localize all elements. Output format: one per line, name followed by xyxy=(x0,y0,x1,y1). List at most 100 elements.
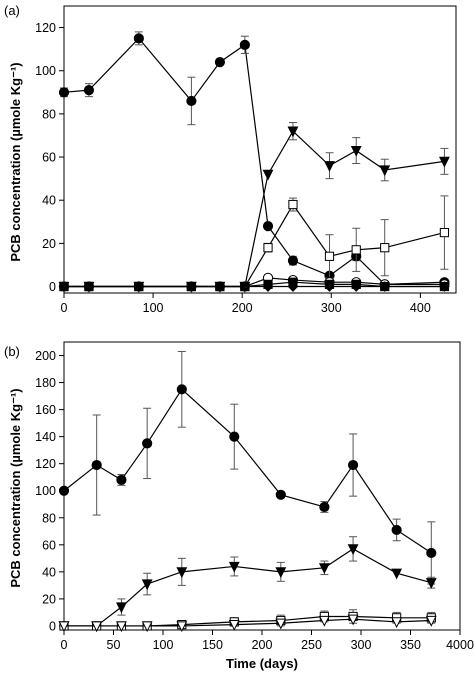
panel-b-series-2-point xyxy=(176,567,188,579)
panel-a-label: (a) xyxy=(4,3,20,18)
panel-a-y-tick-label: 0 xyxy=(49,280,56,294)
panel-b-series-2-point xyxy=(141,579,153,591)
panel-b-series-4-point xyxy=(425,615,437,627)
panel-a-series-1-point xyxy=(186,95,197,107)
panel-a-x-tick-label: 300 xyxy=(321,301,342,315)
panel-a-series-3-point xyxy=(263,243,273,253)
panel-a-series-2-point xyxy=(379,165,391,177)
panel-b-series-1-point xyxy=(426,547,437,559)
panel-b-series-4-point xyxy=(176,621,188,633)
panel-b-series-1-point xyxy=(391,524,402,536)
panel-b-x-tick-label: 250 xyxy=(301,638,322,652)
panel-a-series-6-point xyxy=(439,281,450,292)
panel-b-series-1-point xyxy=(229,431,240,442)
panel-a-series-6-point xyxy=(83,281,95,292)
panel-a-series-6-point xyxy=(287,281,299,292)
panel-a-y-tick-label: 100 xyxy=(35,64,56,78)
panel-b-series-1-point xyxy=(116,474,127,486)
panel-b-series-1-line xyxy=(63,388,432,554)
panel-a-series-6-point xyxy=(214,281,226,292)
panel-a-series-3-point xyxy=(439,227,450,238)
panel-a-series-6-point xyxy=(239,281,251,292)
panel-b-series-1-point xyxy=(58,485,70,496)
panel-b-series-2-point xyxy=(391,568,403,580)
panel-a-series-6-point xyxy=(133,281,145,292)
panel-a-series-6-point xyxy=(262,281,274,292)
panel-b-series-1-point xyxy=(275,489,286,500)
panel-a-series-2 xyxy=(58,122,450,293)
panel-a-y-tick-label: 80 xyxy=(42,107,56,121)
panel-a-y-tick-label: 20 xyxy=(42,237,56,251)
panel-b-series-1-point xyxy=(91,459,102,471)
panel-a-series-2-point xyxy=(350,145,362,157)
panel-a-series-6-point xyxy=(324,281,335,292)
panel-b-series-4 xyxy=(58,614,437,633)
panel-a-y-tick-label: 120 xyxy=(35,21,56,35)
panel-a-series-3-point xyxy=(380,243,390,253)
panel-a-x-tick-label: 400 xyxy=(410,301,431,315)
panel-a-series-3-point xyxy=(288,199,298,210)
panel-a-series-2-point xyxy=(287,126,299,138)
panel-a: (a) PCB concentration (µmole Kg⁻¹) 0 100 2… xyxy=(4,3,457,315)
panel-a-series-6-point xyxy=(379,281,391,292)
panel-a-series-6 xyxy=(58,281,450,292)
panel-b-series-2-point xyxy=(425,578,437,589)
panel-b-series-4-point xyxy=(141,621,153,633)
panel-b-y-tick-label: 100 xyxy=(35,484,56,498)
panel-b-x-tick-label: 200 xyxy=(252,638,273,652)
panel-a-series-1 xyxy=(58,31,450,290)
panel-a-series-4 xyxy=(58,272,450,292)
panel-a-series-2-point xyxy=(324,161,335,172)
panel-b-x-tick-label: 350 xyxy=(400,638,421,652)
panel-a-series-2-point xyxy=(439,156,450,168)
panel-a-y-tick-label: 60 xyxy=(42,151,56,165)
panel-b-series-4-point xyxy=(275,618,287,630)
panel-a-y-axis-title: PCB concentration (µmole Kg⁻¹) xyxy=(8,62,23,261)
panel-b-y-tick-label: 120 xyxy=(35,457,56,471)
panel-a-series-3-point xyxy=(324,251,335,261)
panel-b-y-axis-title: PCB concentration (µmole Kg⁻¹) xyxy=(8,388,23,587)
panel-b-x-tick-label: 50 xyxy=(107,638,121,652)
panel-b-y-tick-label: 40 xyxy=(42,565,56,579)
panel-b-series-2-point xyxy=(275,567,287,579)
panel-b-y-tick-label: 20 xyxy=(42,592,56,606)
panel-a-series-2-point xyxy=(262,169,274,181)
panel-a-x-tick-label: 100 xyxy=(143,301,164,315)
panel-b-x-tick-label: 4000 xyxy=(446,638,474,652)
panel-b-y-tick-label: 180 xyxy=(35,376,56,390)
panel-b-x-tick-label: 150 xyxy=(202,638,223,652)
panel-b: (b) PCB concentration (µmole Kg⁻¹) Time … xyxy=(4,341,474,671)
panel-a-plot-frame xyxy=(63,5,457,294)
panel-b-x-tick-label: 100 xyxy=(153,638,174,652)
panel-b-x-axis-title: Time (days) xyxy=(226,656,298,671)
panel-b-y-tick-label: 140 xyxy=(35,430,56,444)
panel-b-x-tick-label: 0 xyxy=(61,638,68,652)
panel-a-series-1-point xyxy=(133,33,144,44)
panel-b-y-tick-label: 0 xyxy=(49,619,56,633)
panel-b-y-tick-label: 80 xyxy=(42,511,56,525)
panel-a-series-1-point xyxy=(287,255,299,266)
panel-a-series-6-point xyxy=(58,281,70,292)
panel-b-series-2-point xyxy=(116,602,127,614)
panel-a-series-3-point xyxy=(351,245,361,255)
panel-b-series-4-point xyxy=(318,615,330,627)
panel-b-label: (b) xyxy=(4,344,20,359)
panel-b-series-4-point xyxy=(391,617,403,629)
panel-b-series-4-point xyxy=(91,621,103,633)
panel-a-series-6-point xyxy=(350,281,362,292)
panel-a-series-1-point xyxy=(214,57,226,68)
panel-b-series-1-point xyxy=(142,438,153,449)
panel-b-series-4-point xyxy=(58,621,70,633)
panel-b-series-1 xyxy=(58,350,437,585)
panel-b-series-3 xyxy=(59,609,436,631)
panel-b-series-2-line xyxy=(64,548,432,627)
panel-b-series-2-point xyxy=(318,563,330,575)
panel-a-series-1-point xyxy=(262,221,274,232)
panel-b-series-4-point xyxy=(347,614,359,626)
panel-a-series-1-point xyxy=(239,39,250,50)
panel-a-y-tick-label: 40 xyxy=(42,194,56,208)
panel-a-series-1-point xyxy=(83,85,95,96)
panel-b-y-tick-label: 160 xyxy=(35,403,56,417)
panel-b-series-2-point xyxy=(228,561,240,573)
